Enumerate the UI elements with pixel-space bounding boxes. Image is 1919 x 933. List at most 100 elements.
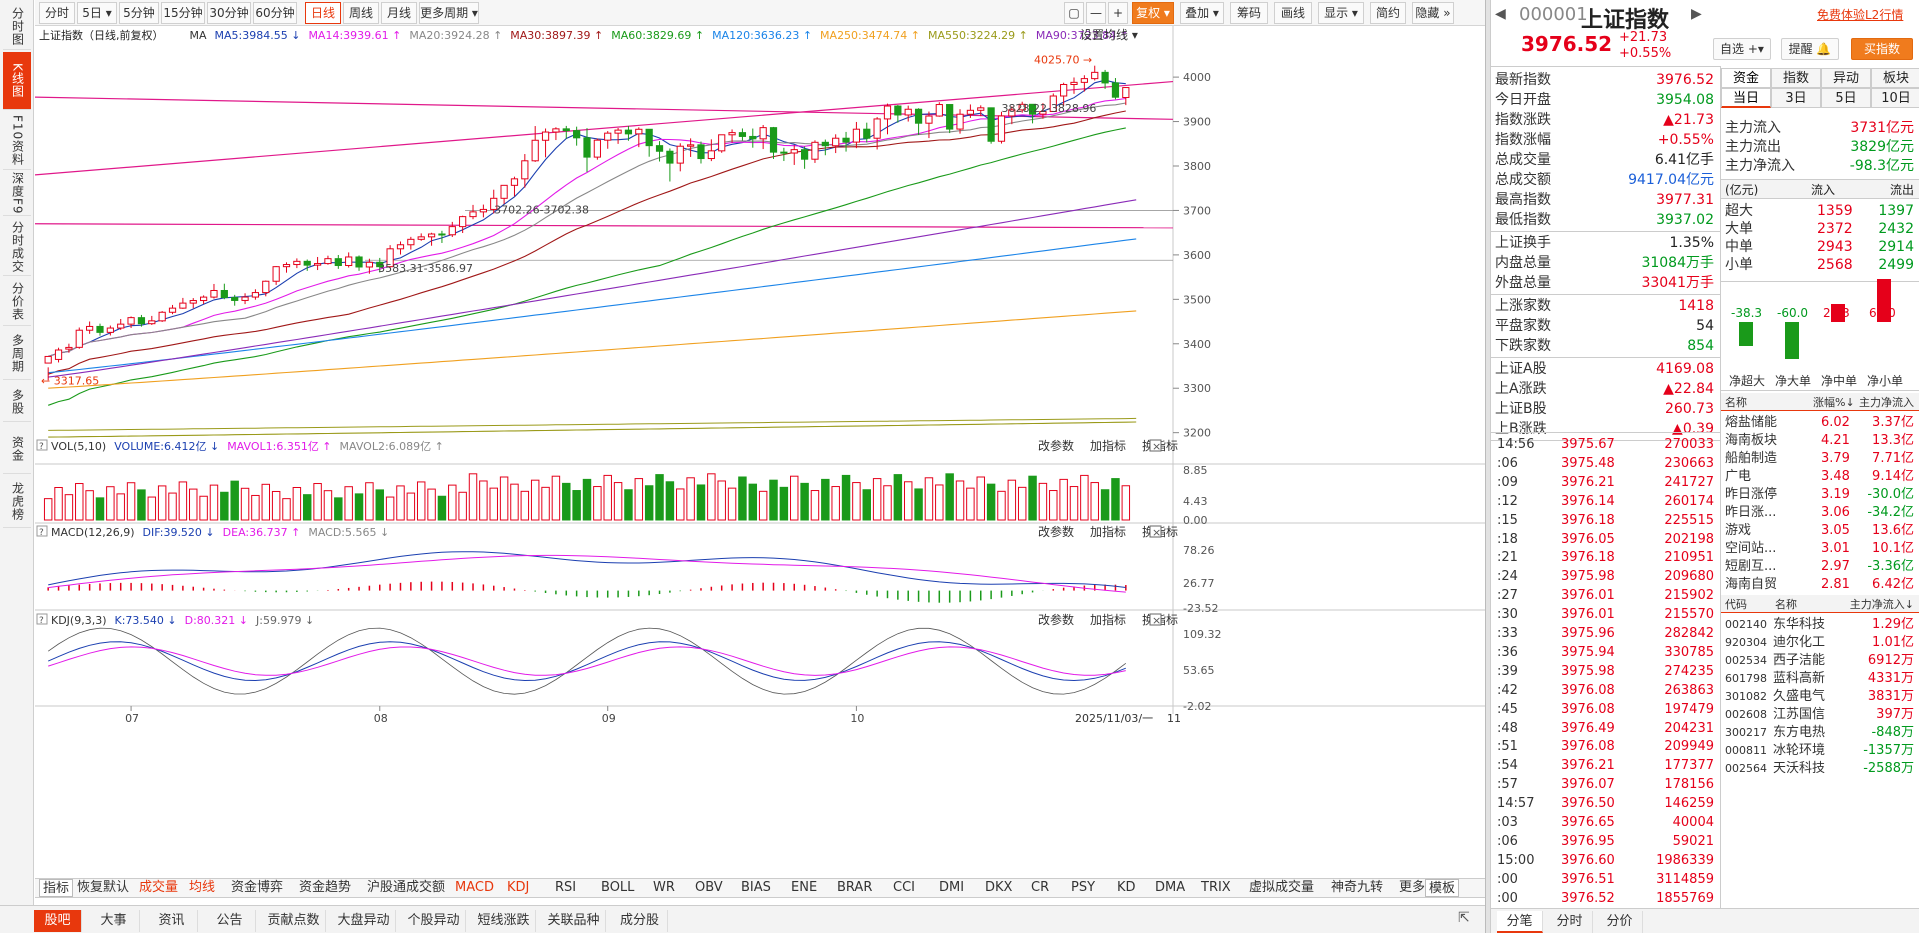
flow-subtab-2[interactable]: 5日 <box>1821 88 1871 108</box>
indicator-tab-8[interactable]: KDJ <box>507 880 530 895</box>
bottom-tab-5[interactable]: 大盘异动 <box>332 910 396 932</box>
bottom-tab-9[interactable]: 成分股 <box>612 910 668 932</box>
stock-cell[interactable]: -1357万 <box>1863 743 1914 758</box>
sector-cell[interactable]: 2.97 <box>1821 559 1850 574</box>
nav-item-8[interactable]: 资金 <box>3 424 31 474</box>
period-tab-3[interactable]: 15分钟 <box>161 2 205 24</box>
toolbar-btn-6[interactable]: 隐藏 » <box>1412 2 1454 24</box>
nav-item-7[interactable]: 多股 <box>3 382 31 422</box>
nav-item-1[interactable]: K线图 <box>3 52 31 110</box>
sector-cell[interactable]: 9.14亿 <box>1872 469 1914 484</box>
period-tab-5[interactable]: 60分钟 <box>253 2 297 24</box>
kline-chart-svg[interactable]: 上证指数（日线,前复权） MA MA5:3984.55 ↓ MA14:3939.61 … <box>34 26 1485 905</box>
indicator-tab-19[interactable]: CR <box>1031 880 1050 895</box>
stock-cell[interactable]: 397万 <box>1876 707 1914 722</box>
bottom-tab-3[interactable]: 公告 <box>204 910 256 932</box>
kdj-help-icon[interactable] <box>36 613 48 625</box>
stock-cell[interactable]: 601798 <box>1725 672 1767 685</box>
kdj-link-0[interactable]: 改参数 <box>1038 612 1074 627</box>
stock-cell[interactable]: 江苏国信 <box>1773 707 1826 722</box>
stock-cell[interactable]: 3831万 <box>1867 689 1914 704</box>
sector-cell[interactable]: -3.36亿 <box>1867 559 1914 574</box>
macd-link-1[interactable]: 加指标 <box>1090 524 1126 539</box>
sector-cell[interactable]: 7.71亿 <box>1872 451 1914 466</box>
nav-item-4[interactable]: 分时成交 <box>3 218 31 276</box>
period-tab-9[interactable]: 更多周期 ▾ <box>419 2 479 24</box>
toolbar-btn-0[interactable]: 复权 ▾ <box>1132 2 1174 24</box>
macd-close-icon[interactable] <box>1149 525 1162 538</box>
sector-cell[interactable]: 昨日涨停 <box>1725 487 1778 502</box>
plus-icon[interactable]: + <box>1108 2 1128 24</box>
indicator-tab-25[interactable]: 神奇九转 <box>1331 880 1384 895</box>
sector-cell[interactable]: 海南板块 <box>1725 433 1778 448</box>
period-tab-1[interactable]: 5日 ▾ <box>77 2 117 24</box>
sector-cell[interactable]: 空间站... <box>1725 541 1777 556</box>
bottom-tab-6[interactable]: 个股异动 <box>402 910 466 932</box>
sector-cell[interactable]: 昨日涨... <box>1725 505 1777 520</box>
sector-cell[interactable]: 广电 <box>1725 469 1752 484</box>
period-tab-7[interactable]: 周线 <box>343 2 379 24</box>
indicator-tab-1[interactable]: 恢复默认 <box>77 880 130 895</box>
panel-splitter[interactable] <box>1485 0 1490 933</box>
sector-head-cell[interactable]: 主力净流入 <box>1859 396 1914 409</box>
stock-cell[interactable]: 920304 <box>1725 636 1767 649</box>
stock-cell[interactable]: 002140 <box>1725 618 1767 631</box>
period-tab-8[interactable]: 月线 <box>381 2 417 24</box>
volume-link-0[interactable]: 改参数 <box>1038 438 1074 453</box>
stock-cell[interactable]: 迪尔化工 <box>1773 635 1826 650</box>
sector-cell[interactable]: 6.42亿 <box>1872 577 1914 592</box>
stock-cell[interactable]: 4331万 <box>1867 671 1914 686</box>
sector-cell[interactable]: -30.0亿 <box>1867 487 1914 502</box>
tick-list[interactable]: 14:56 3975.67 270033:06 3975.48 230663:09 397… <box>1491 432 1720 908</box>
stock-cell[interactable]: 002534 <box>1725 654 1767 667</box>
stock-cell[interactable]: 002564 <box>1725 762 1767 775</box>
indicator-tab-6[interactable]: 沪股通成交额 <box>367 880 446 895</box>
next-stock-icon[interactable]: ▶ <box>1691 6 1702 22</box>
sector-cell[interactable]: 船舶制造 <box>1725 451 1778 466</box>
alert-button[interactable]: 提醒 🔔 <box>1781 38 1839 60</box>
sector-cell[interactable]: 13.3亿 <box>1872 433 1914 448</box>
expand-icon[interactable]: ⇱ <box>1458 910 1470 926</box>
sector-cell[interactable]: 短剧互... <box>1725 559 1777 574</box>
sector-cell[interactable]: 海南自贸 <box>1725 577 1778 592</box>
stock-cell[interactable]: 西子洁能 <box>1773 653 1826 668</box>
stock-cell[interactable]: 002608 <box>1725 708 1767 721</box>
stock-cell[interactable]: 东方电热 <box>1773 725 1826 740</box>
bottom-tab-8[interactable]: 关联品种 <box>542 910 606 932</box>
bottom-tab-2[interactable]: 资讯 <box>146 910 198 932</box>
indicator-tab-13[interactable]: BIAS <box>741 880 771 895</box>
sector-cell[interactable]: 3.48 <box>1821 469 1850 484</box>
sector-cell[interactable]: 4.21 <box>1821 433 1850 448</box>
kdj-link-1[interactable]: 加指标 <box>1090 612 1126 627</box>
sector-cell[interactable]: 10.1亿 <box>1872 541 1914 556</box>
indicator-tab-22[interactable]: DMA <box>1155 880 1186 895</box>
flow-tab-2[interactable]: 异动 <box>1821 68 1871 88</box>
flow-subtab-1[interactable]: 3日 <box>1771 88 1821 108</box>
buy-index-button[interactable]: 买指数 <box>1851 38 1913 60</box>
macd-help-icon[interactable] <box>36 525 48 537</box>
nav-item-0[interactable]: 分时图 <box>3 4 31 50</box>
toolbar-btn-5[interactable]: 简约 <box>1370 2 1406 24</box>
indicator-tab-15[interactable]: BRAR <box>837 880 873 895</box>
flow-tab-1[interactable]: 指数 <box>1771 68 1821 88</box>
period-tab-0[interactable]: 分时 <box>39 2 75 24</box>
indicator-tab-7[interactable]: MACD <box>455 880 494 895</box>
bottom-tab-4[interactable]: 贡献点数 <box>262 910 326 932</box>
screenshot-icon[interactable]: ▢ <box>1064 2 1084 24</box>
toolbar-btn-1[interactable]: 叠加 ▾ <box>1180 2 1224 24</box>
indicator-tab-4[interactable]: 资金博弈 <box>231 880 284 895</box>
indicator-tab-2[interactable]: 成交量 <box>139 880 179 895</box>
macd-link-0[interactable]: 改参数 <box>1038 524 1074 539</box>
sector-head-cell[interactable]: 涨幅%↓ <box>1813 396 1855 409</box>
sector-cell[interactable]: 3.05 <box>1821 523 1850 538</box>
l2-trial-link[interactable]: 免费体验L2行情 <box>1817 8 1904 22</box>
flow-subtab-3[interactable]: 10日 <box>1871 88 1919 108</box>
indicator-tab-17[interactable]: DMI <box>939 880 965 895</box>
volume-close-icon[interactable] <box>1149 439 1162 452</box>
watchlist-button[interactable]: 自选 +▾ <box>1713 38 1771 60</box>
sector-cell[interactable]: 3.79 <box>1821 451 1850 466</box>
indicator-tab-12[interactable]: OBV <box>695 880 723 895</box>
indicator-tab-27[interactable]: 模板 <box>1425 879 1460 897</box>
bottom-tab-7[interactable]: 短线涨跌 <box>472 910 536 932</box>
flow-tab-3[interactable]: 板块 <box>1871 68 1919 88</box>
